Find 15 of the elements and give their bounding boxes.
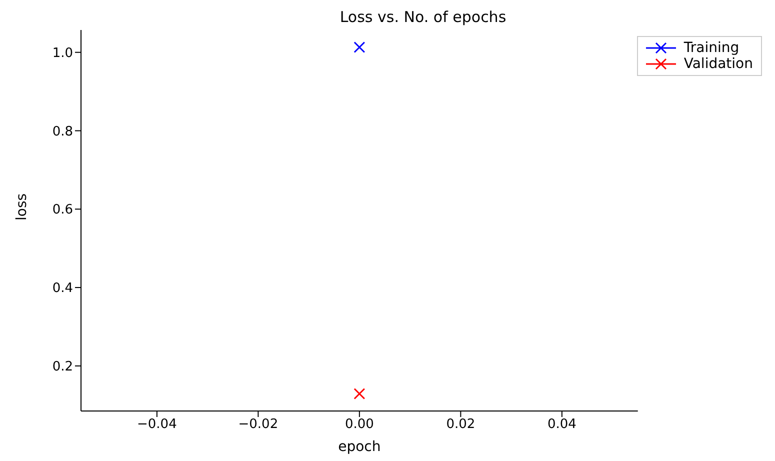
x-tick-label: −0.02 xyxy=(238,417,278,432)
y-tick-label: 0.4 xyxy=(52,281,73,296)
y-tick-label: 0.2 xyxy=(52,360,73,375)
legend-label: Validation xyxy=(684,56,753,72)
x-tick-label: 0.00 xyxy=(344,417,374,432)
y-axis-title: loss xyxy=(14,193,30,220)
y-tick-label: 1.0 xyxy=(52,46,73,61)
x-tick-label: 0.04 xyxy=(547,417,576,432)
y-tick-label: 0.6 xyxy=(52,202,73,218)
y-tick-label: 0.8 xyxy=(52,124,73,140)
chart-title: Loss vs. No. of epochs xyxy=(338,8,508,26)
legend-label: Training xyxy=(684,40,740,56)
x-tick-label: −0.04 xyxy=(137,417,177,432)
x-tick-label: 0.02 xyxy=(446,417,476,432)
x-axis-title: epoch xyxy=(338,439,381,455)
